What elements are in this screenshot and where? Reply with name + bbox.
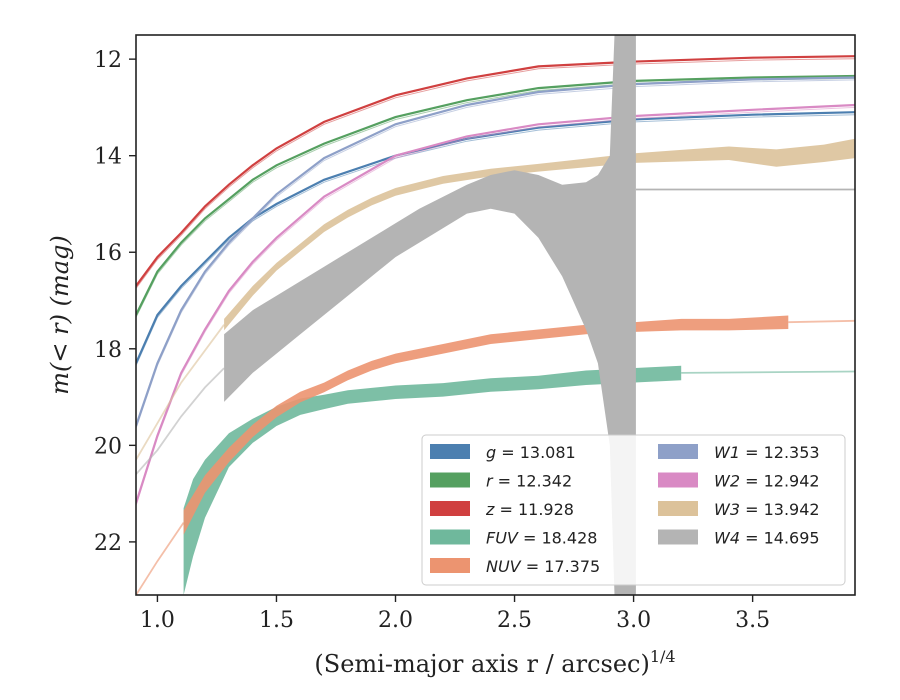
legend-swatch-w2 (658, 472, 698, 488)
legend-label-nuv: NUV = 17.375 (486, 557, 600, 576)
series-fuv-tail (681, 370, 855, 374)
legend-swatch-w3 (658, 501, 698, 516)
legend-swatch-z (430, 501, 470, 516)
x-tick-label: 1.0 (140, 608, 175, 633)
legend-label-w1: W1 = 12.353 (714, 443, 820, 462)
x-axis-title: (Semi-major axis r / arcsec)1/4 (314, 647, 675, 678)
series-nuv-tail-right (788, 319, 855, 324)
x-tick-label: 2.0 (378, 608, 413, 633)
legend-swatch-nuv (430, 558, 470, 573)
legend-swatch-g (430, 444, 470, 459)
legend-label-w2: W2 = 12.942 (714, 472, 820, 491)
legend-label-r: r = 12.342 (486, 472, 572, 491)
x-axis-title-text: (Semi-major axis r / arcsec) (314, 650, 649, 678)
legend-swatch-w4 (658, 529, 698, 545)
x-tick-label: 1.5 (259, 608, 294, 633)
x-tick-label: 3.0 (616, 608, 651, 633)
y-tick-label: 14 (94, 145, 122, 170)
legend-label-w3: W3 = 13.942 (714, 500, 820, 519)
y-tick-label: 16 (94, 241, 122, 266)
legend-swatch-r (430, 472, 470, 488)
legend-label-fuv: FUV = 18.428 (486, 529, 597, 548)
plot-frame (135, 34, 856, 596)
legend-label-w4: W4 = 14.695 (714, 529, 820, 548)
x-axis-title-exponent: 1/4 (650, 647, 676, 666)
axis-ticks: 1.0 1.5 2.0 2.5 3.0 3.5 12 14 16 18 20 22 (94, 48, 770, 633)
legend-box (421, 434, 846, 586)
y-tick-label: 18 (94, 338, 122, 363)
y-axis-title: m(< r) (mag) (46, 235, 74, 394)
legend-swatch-w1 (658, 444, 698, 459)
legend-label-z: z = 11.928 (485, 500, 574, 519)
y-tick-label: 20 (94, 434, 122, 459)
legend-swatch-fuv (430, 529, 470, 545)
legend-label-g: g = 13.081 (486, 443, 576, 462)
y-tick-label: 22 (94, 531, 122, 556)
y-tick-label: 12 (94, 48, 122, 73)
series-w3-band (224, 138, 855, 331)
series-w4-tail (136, 367, 225, 475)
x-tick-label: 3.5 (735, 608, 770, 633)
series-w4-band (224, 35, 615, 595)
series-nuv-tail (136, 522, 185, 595)
x-tick-label: 2.5 (497, 608, 532, 633)
series-w3-tail (136, 324, 225, 461)
legend: g = 13.081 r = 12.342 z = 11.928 FUV = 18.4… (421, 434, 846, 586)
